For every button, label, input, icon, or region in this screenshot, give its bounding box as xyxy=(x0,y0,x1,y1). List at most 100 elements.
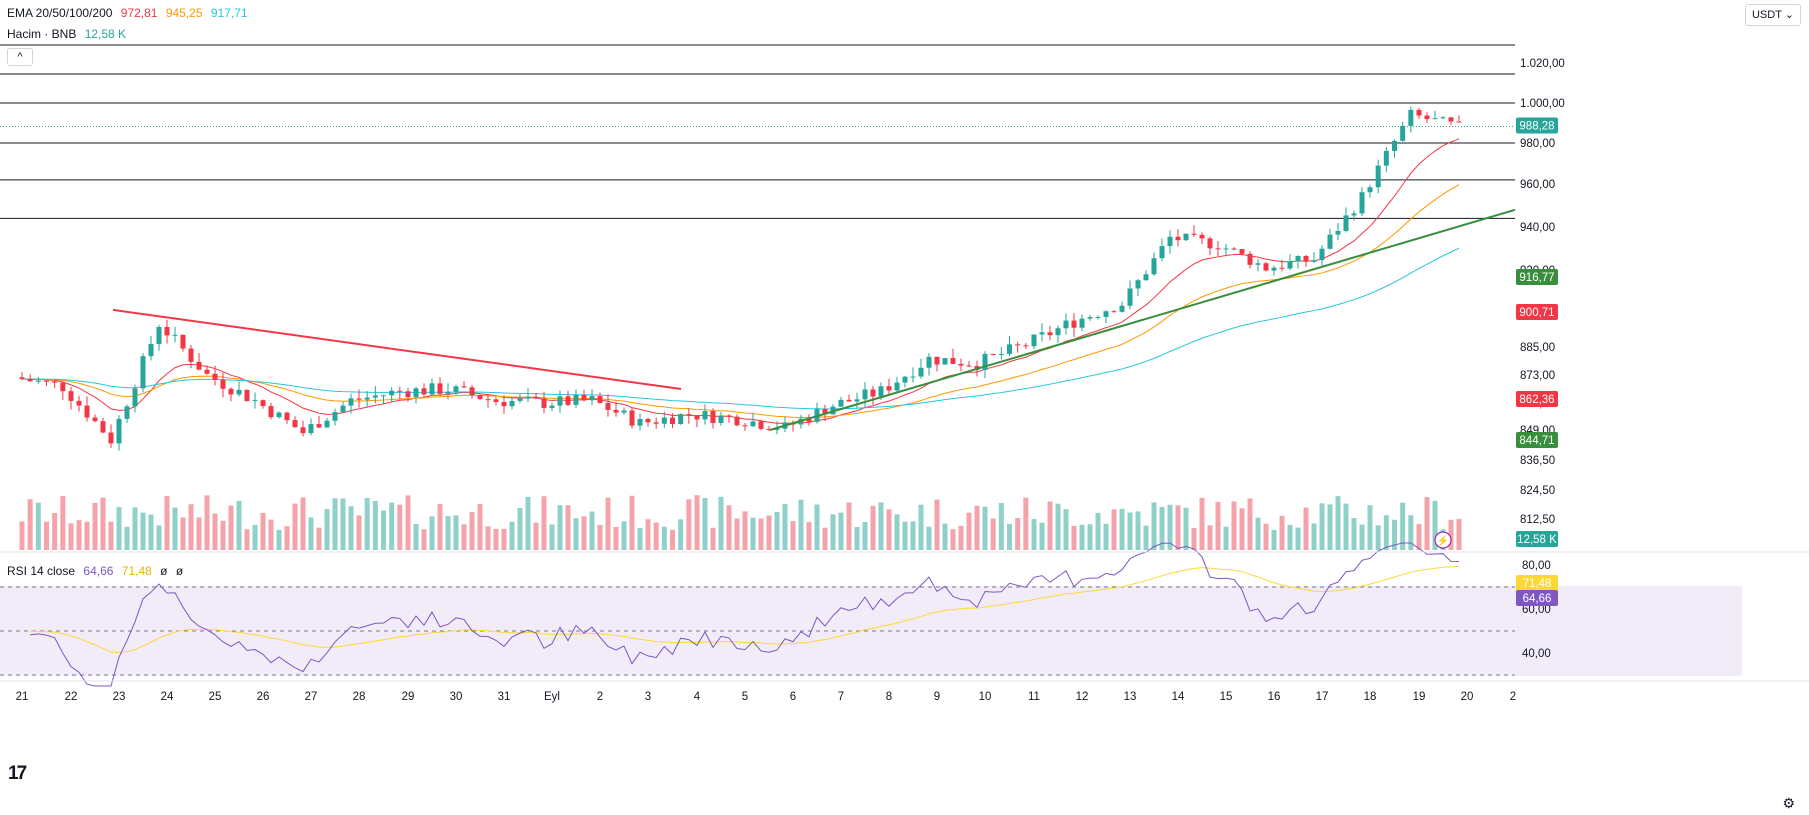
volume-bar xyxy=(1159,506,1165,550)
volume-bar xyxy=(1199,497,1205,550)
volume-bar xyxy=(894,514,900,550)
price-tags: 988,28 916,77 900,71 862,36 844,71 12,58 K 71,… xyxy=(1434,117,1558,606)
candle-body xyxy=(180,334,186,349)
candle-body xyxy=(260,400,266,407)
candle-body xyxy=(774,428,780,430)
candle-body xyxy=(356,398,362,400)
candle-body xyxy=(35,380,41,382)
volume-bar xyxy=(429,516,435,550)
candle-body xyxy=(982,353,988,370)
volume-bar xyxy=(268,519,274,550)
volume-bar xyxy=(1143,525,1149,550)
candle-body xyxy=(998,353,1004,355)
volume-bar xyxy=(541,496,547,550)
volume-tag: 12,58 K xyxy=(1517,534,1557,546)
candle-body xyxy=(1119,305,1125,312)
volume-bar xyxy=(902,521,908,550)
candle-body xyxy=(766,428,772,430)
volume-bar xyxy=(453,515,459,550)
volume-bar xyxy=(581,516,587,550)
candle-body xyxy=(750,421,756,427)
candle-body xyxy=(637,419,643,426)
volume-bar xyxy=(1319,503,1325,550)
volume-bar xyxy=(1207,525,1213,550)
candle-body xyxy=(589,396,595,401)
volume-bar xyxy=(653,522,659,550)
candle-body xyxy=(1143,274,1149,281)
volume-bar xyxy=(1039,522,1045,550)
candle-body xyxy=(364,397,370,400)
candle-body xyxy=(100,421,106,433)
ema-tag-b-bg xyxy=(1516,304,1558,320)
rsi-ma-value: 71,48 xyxy=(121,564,152,578)
candle-body xyxy=(156,326,162,344)
volume-bar xyxy=(694,495,700,550)
volume-bar xyxy=(1359,524,1365,550)
candle-body xyxy=(902,376,908,383)
candle-body xyxy=(212,373,218,380)
volume-bar xyxy=(806,522,812,550)
candle-body xyxy=(228,388,234,395)
volume-bar xyxy=(1448,519,1454,550)
volume-bar xyxy=(148,514,154,550)
candle-body xyxy=(1351,213,1357,216)
candle-body xyxy=(1400,125,1406,141)
volume-bar xyxy=(846,502,852,550)
trendlines[interactable] xyxy=(112,208,1516,431)
candle-body xyxy=(918,367,924,377)
volume-bar xyxy=(381,510,386,550)
volume-bar xyxy=(1400,502,1406,550)
volume-bar xyxy=(421,529,427,550)
candle-body xyxy=(533,396,539,399)
price-tick: 812,50 xyxy=(1520,514,1555,526)
volume-bar xyxy=(966,512,972,550)
volume-bar xyxy=(549,524,555,550)
candle-body xyxy=(372,395,378,398)
volume-bar xyxy=(1087,524,1093,550)
volume-bar xyxy=(661,526,667,550)
candle-body xyxy=(1215,248,1221,250)
candle-body xyxy=(92,417,98,422)
gear-icon[interactable]: ⚙ xyxy=(1782,795,1795,811)
candle-body xyxy=(1424,115,1430,120)
price-tick: 960,00 xyxy=(1520,179,1555,191)
volume-bar xyxy=(838,512,844,550)
volume-bar xyxy=(1007,523,1012,550)
volume-bar xyxy=(1335,496,1341,550)
volume-bar xyxy=(1424,496,1430,550)
volume-bar xyxy=(332,498,338,550)
volume-bar xyxy=(1351,518,1357,550)
candle-body xyxy=(1279,267,1285,269)
candle-body xyxy=(461,386,467,388)
ema100-value: 917,71 xyxy=(210,6,248,20)
ema50-value: 945,25 xyxy=(165,6,203,20)
volume-bar xyxy=(734,518,740,550)
volume-bar xyxy=(702,498,708,550)
rsi-pane xyxy=(0,542,1515,687)
collapse-legend-button[interactable]: ^ xyxy=(7,48,33,66)
candle-body xyxy=(429,383,435,395)
volume-bar xyxy=(934,499,940,550)
currency-select[interactable]: USDT ⌄ xyxy=(1744,4,1801,26)
last-price-tag-bg xyxy=(1516,117,1558,134)
candle-body xyxy=(958,363,964,366)
candle-body xyxy=(1440,117,1446,119)
volume-bar xyxy=(196,517,202,550)
candle-body xyxy=(565,396,571,405)
volume-bar xyxy=(1183,507,1189,550)
candle-body xyxy=(268,406,274,418)
volume-bar xyxy=(621,521,627,550)
volume-bar xyxy=(1263,523,1269,550)
volume-bar xyxy=(1167,504,1173,550)
candle-body xyxy=(742,425,748,427)
candle-body xyxy=(758,421,764,429)
axes: 1.020,001.000,00980,00960,00940,00920,00… xyxy=(0,58,1809,703)
candle-body xyxy=(1015,344,1021,346)
candle-body xyxy=(1167,236,1173,247)
candle-body xyxy=(1151,258,1157,275)
candle-body xyxy=(1432,118,1438,120)
volume-bar xyxy=(252,524,258,550)
candle-body xyxy=(1095,316,1101,318)
volume-bar xyxy=(493,528,499,550)
